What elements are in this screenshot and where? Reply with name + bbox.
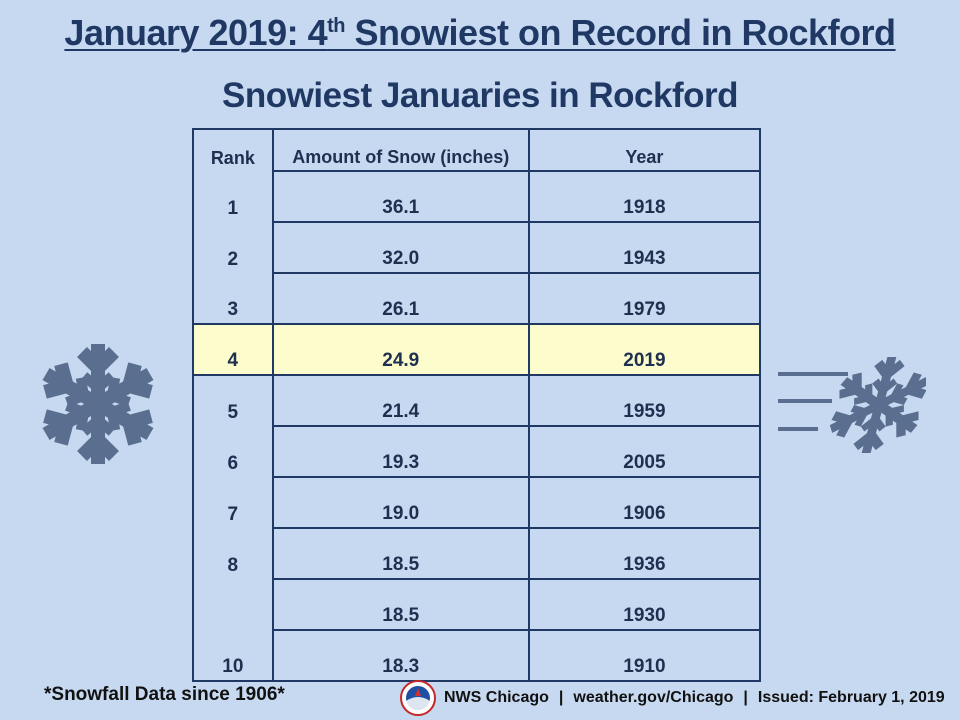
year-cell: 1979 [527, 272, 762, 325]
rank-cell: 1 [192, 171, 274, 222]
footer-credits: NWS Chicago | weather.gov/Chicago | Issu… [400, 680, 945, 716]
year-cell: 1910 [527, 629, 762, 682]
title-suffix: Snowiest on Record in Rockford [345, 12, 897, 53]
issued-date: Issued: February 1, 2019 [757, 689, 945, 706]
snowflake-icon [36, 344, 160, 466]
table-row: 3 26.1 1979 [192, 272, 762, 325]
table-heading: Snowiest Januaries in Rockford [222, 76, 738, 115]
year-cell: 1918 [527, 170, 762, 223]
header-rank: Rank [192, 128, 274, 171]
amount-cell: 18.3 [271, 629, 530, 682]
year-cell: 2005 [527, 425, 762, 478]
rank-cell: 3 [192, 273, 274, 324]
amount-cell: 19.0 [271, 476, 530, 529]
table-row: 1 36.1 1918 [192, 170, 762, 223]
year-cell: 1943 [527, 221, 762, 274]
amount-cell: 26.1 [271, 272, 530, 325]
table-row: 6 19.3 2005 [192, 425, 762, 478]
rank-cell: 2 [192, 222, 274, 273]
separator: | [558, 689, 564, 706]
separator: | [743, 689, 748, 706]
table-row: 18.5 1930 [192, 579, 762, 631]
header-amount: Amount of Snow (inches) [271, 128, 530, 172]
amount-cell: 21.4 [271, 374, 530, 427]
office-name: NWS Chicago [444, 689, 549, 706]
amount-cell: 24.9 [271, 323, 530, 376]
rank-cell: 7 [192, 477, 274, 528]
title-prefix: January 2019: 4 [64, 12, 328, 53]
year-cell: 1959 [527, 374, 762, 427]
page-title: January 2019: 4th Snowiest on Record in … [0, 12, 960, 54]
rank-cell: 5 [192, 375, 274, 426]
table-row: 8 18.5 1936 [192, 527, 762, 580]
snowiest-januaries-table: Rank Amount of Snow (inches) Year 1 36.1… [192, 128, 762, 682]
table-row-highlighted: 4 24.9 2019 [192, 323, 762, 376]
amount-cell: 36.1 [271, 170, 530, 223]
wind-snowflake-icon [778, 357, 926, 462]
year-cell: 1906 [527, 476, 762, 529]
rank-cell: 6 [192, 426, 274, 477]
table-row: 5 21.4 1959 [192, 374, 762, 427]
amount-cell: 32.0 [271, 221, 530, 274]
title-superscript: th [327, 15, 345, 37]
year-cell: 2019 [527, 323, 762, 376]
year-cell: 1936 [527, 527, 762, 580]
table-row: 10 18.3 1910 [192, 629, 762, 682]
table-body: Rank Amount of Snow (inches) Year 1 36.1… [192, 128, 762, 682]
rank-cell [192, 579, 274, 630]
year-cell: 1930 [527, 579, 762, 631]
amount-cell: 19.3 [271, 425, 530, 478]
amount-cell: 18.5 [271, 579, 530, 631]
table-row: 7 19.0 1906 [192, 476, 762, 529]
website-link[interactable]: weather.gov/Chicago [573, 689, 734, 706]
rank-cell: 10 [192, 630, 274, 682]
nws-logo-icon [400, 680, 436, 716]
table-row: 2 32.0 1943 [192, 221, 762, 274]
rank-cell: 8 [192, 528, 274, 579]
table-header-row: Rank Amount of Snow (inches) Year [192, 128, 762, 172]
rank-cell: 4 [192, 323, 274, 376]
amount-cell: 18.5 [271, 527, 530, 580]
header-year: Year [527, 128, 762, 172]
data-footnote: *Snowfall Data since 1906* [44, 684, 285, 705]
